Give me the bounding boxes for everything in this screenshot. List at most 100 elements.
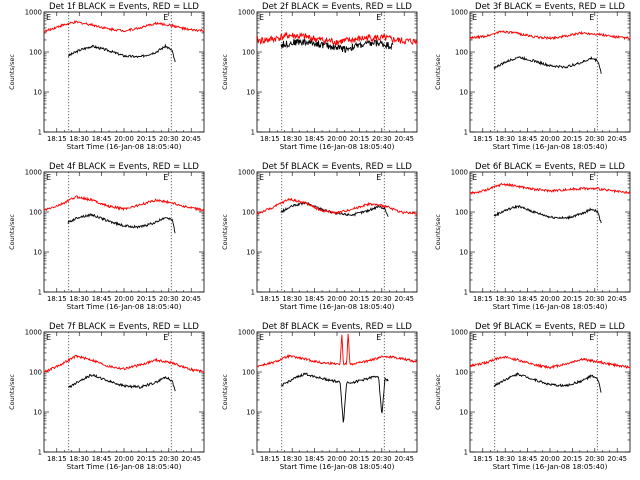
x-tick-label: 20:15 — [137, 135, 157, 143]
y-tick-label: 1000 — [451, 9, 468, 17]
marker-e-left: E — [46, 173, 51, 182]
series-line-events — [280, 372, 389, 423]
x-tick-label: 20:15 — [350, 135, 370, 143]
marker-e-right: E — [589, 13, 594, 22]
y-tick-label: 10 — [459, 249, 468, 257]
marker-e-left: E — [46, 333, 51, 342]
x-tick-label: 20:30 — [585, 135, 605, 143]
x-tick-label: 18:30 — [495, 295, 515, 303]
plot-title: Det 9f BLACK = Events, RED = LLD — [475, 322, 625, 332]
x-tick-label: 20:00 — [114, 455, 134, 463]
marker-e-left: E — [472, 333, 477, 342]
y-axis-label: Counts/sec — [221, 374, 229, 410]
x-tick-label: 20:30 — [159, 455, 179, 463]
y-tick-label: 1 — [38, 129, 42, 137]
x-tick-label: 18:45 — [305, 135, 325, 143]
y-axis-label: Counts/sec — [8, 374, 16, 410]
series-line-events — [67, 43, 176, 63]
y-tick-label: 100 — [455, 369, 468, 377]
y-tick-label: 10 — [459, 89, 468, 97]
marker-e-right: E — [163, 173, 168, 182]
x-tick-label: 20:30 — [372, 455, 392, 463]
plot-panel-1: Det 1f BLACK = Events, RED = LLD 1 10 100 10… — [8, 2, 205, 151]
x-tick-label: 18:45 — [518, 295, 538, 303]
x-axis-label: Start Time (16-Jan-08 18:05:40) — [493, 462, 608, 471]
y-tick-label: 1 — [464, 449, 468, 457]
x-tick-label: 20:45 — [607, 455, 627, 463]
x-tick-label: 20:45 — [394, 455, 414, 463]
x-tick-label: 18:30 — [69, 455, 89, 463]
y-axis-label: Counts/sec — [8, 54, 16, 90]
plot-frame — [256, 11, 418, 133]
x-tick-label: 20:00 — [327, 455, 347, 463]
x-tick-label: 20:45 — [607, 135, 627, 143]
series-line-lld — [469, 355, 631, 370]
x-tick-label: 20:30 — [585, 455, 605, 463]
plot-title: Det 8f BLACK = Events, RED = LLD — [262, 322, 412, 332]
plot-panel-2: Det 2f BLACK = Events, RED = LLD 1 10 100 10… — [221, 2, 418, 151]
y-tick-label: 100 — [242, 49, 255, 57]
y-tick-label: 1000 — [451, 329, 468, 337]
x-tick-label: 18:30 — [69, 295, 89, 303]
series-line-lld — [43, 19, 205, 34]
x-tick-label: 18:15 — [47, 295, 67, 303]
series-line-events — [493, 204, 602, 224]
plot-frame — [256, 331, 418, 453]
x-tick-label: 20:00 — [327, 135, 347, 143]
series-line-events — [493, 55, 602, 74]
marker-e-left: E — [259, 13, 264, 22]
y-tick-label: 100 — [242, 209, 255, 217]
x-tick-label: 20:45 — [181, 455, 201, 463]
y-tick-label: 100 — [455, 209, 468, 217]
x-tick-label: 20:00 — [327, 295, 347, 303]
marker-e-left: E — [472, 173, 477, 182]
x-tick-label: 20:15 — [563, 135, 583, 143]
x-tick-label: 20:45 — [394, 295, 414, 303]
x-tick-label: 20:15 — [350, 295, 370, 303]
x-tick-label: 18:45 — [92, 135, 112, 143]
x-axis-label: Start Time (16-Jan-08 18:05:40) — [67, 462, 182, 471]
x-tick-label: 20:15 — [563, 295, 583, 303]
y-tick-label: 1000 — [25, 9, 42, 17]
y-axis-label: Counts/sec — [8, 214, 16, 250]
y-tick-label: 100 — [29, 209, 42, 217]
y-tick-label: 10 — [33, 409, 42, 417]
x-tick-label: 18:15 — [473, 455, 493, 463]
x-tick-label: 20:30 — [585, 295, 605, 303]
plot-panel-8: Det 8f BLACK = Events, RED = LLD 1 10 100 10… — [221, 322, 418, 471]
y-tick-label: 10 — [33, 89, 42, 97]
series-line-lld — [256, 197, 418, 216]
x-tick-label: 18:30 — [495, 135, 515, 143]
x-tick-label: 18:15 — [473, 135, 493, 143]
series-line-events — [67, 213, 176, 234]
plot-frame — [256, 171, 418, 293]
x-axis-label: Start Time (16-Jan-08 18:05:40) — [493, 142, 608, 151]
marker-e-right: E — [376, 13, 381, 22]
x-tick-label: 18:15 — [473, 295, 493, 303]
x-tick-label: 18:45 — [92, 455, 112, 463]
x-tick-label: 18:30 — [282, 455, 302, 463]
series-line-lld — [469, 29, 631, 41]
y-tick-label: 10 — [246, 89, 255, 97]
x-axis-label: Start Time (16-Jan-08 18:05:40) — [280, 142, 395, 151]
marker-e-right: E — [589, 173, 594, 182]
plot-title: Det 4f BLACK = Events, RED = LLD — [49, 162, 199, 172]
x-tick-label: 18:15 — [47, 135, 67, 143]
x-tick-label: 20:30 — [372, 135, 392, 143]
x-tick-label: 20:45 — [181, 295, 201, 303]
marker-e-right: E — [163, 333, 168, 342]
x-tick-label: 20:15 — [350, 455, 370, 463]
x-axis-label: Start Time (16-Jan-08 18:05:40) — [67, 302, 182, 311]
y-tick-label: 1 — [464, 289, 468, 297]
x-tick-label: 18:45 — [305, 295, 325, 303]
y-tick-label: 10 — [459, 409, 468, 417]
marker-e-right: E — [376, 173, 381, 182]
series-line-events — [67, 373, 176, 392]
x-tick-label: 20:45 — [181, 135, 201, 143]
plot-title: Det 6f BLACK = Events, RED = LLD — [475, 162, 625, 172]
x-tick-label: 20:00 — [540, 455, 560, 463]
y-axis-label: Counts/sec — [221, 54, 229, 90]
plot-title: Det 2f BLACK = Events, RED = LLD — [262, 2, 412, 12]
y-tick-label: 100 — [29, 369, 42, 377]
x-tick-label: 20:15 — [563, 455, 583, 463]
